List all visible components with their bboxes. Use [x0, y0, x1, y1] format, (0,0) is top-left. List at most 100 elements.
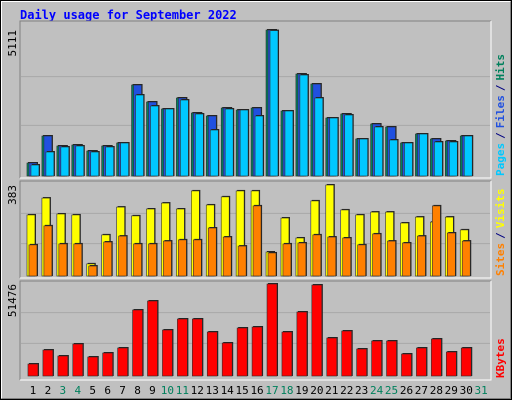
bar [434, 141, 443, 177]
bar [371, 340, 382, 377]
bar [178, 239, 187, 277]
x-tick-label: 8 [134, 384, 141, 397]
bar [163, 240, 172, 277]
bar [207, 227, 217, 277]
legend: Pages / Files / Hits [494, 54, 507, 176]
bar [359, 138, 368, 177]
bar [446, 232, 456, 277]
bar [312, 234, 322, 277]
bar [239, 109, 249, 177]
panel-bevel-dark [19, 180, 491, 278]
legend-entry: Hits [494, 54, 507, 81]
bar [461, 240, 471, 277]
legend-separator: / [494, 84, 507, 91]
x-tick-label: 28 [430, 384, 443, 397]
bar [60, 146, 70, 177]
bar [282, 243, 292, 277]
bar [165, 108, 174, 177]
x-tick-label: 11 [176, 384, 189, 397]
x-tick-label: 15 [236, 384, 249, 397]
bar [206, 331, 218, 377]
y-tick-label: 5111 [6, 30, 19, 57]
x-tick-label: 16 [250, 384, 263, 397]
bar [118, 235, 127, 277]
bar [254, 115, 264, 177]
bar [416, 347, 427, 377]
bar [103, 241, 112, 277]
bar [193, 239, 202, 277]
bar [42, 349, 54, 377]
y-tick-label: 383 [6, 185, 19, 205]
bar [120, 142, 129, 177]
x-tick-label: 25 [385, 384, 398, 397]
bar [329, 117, 339, 177]
x-tick-label: 31 [475, 384, 488, 397]
panel-bevel-dark [19, 20, 491, 178]
legend-entry: Sites [494, 243, 507, 276]
bar [221, 342, 233, 377]
legend-entry: KBytes [494, 338, 507, 378]
x-tick-label: 13 [206, 384, 219, 397]
bar [209, 129, 219, 177]
x-tick-label: 5 [89, 384, 96, 397]
x-tick-label: 3 [60, 384, 67, 397]
x-tick-label: 24 [370, 384, 384, 397]
x-tick-label: 30 [460, 384, 473, 397]
x-tick-label: 26 [400, 384, 413, 397]
bar [341, 330, 353, 377]
bar [297, 242, 307, 277]
bar [281, 331, 293, 377]
bar [327, 236, 337, 277]
bar [314, 97, 324, 177]
bar [374, 126, 383, 177]
bar [30, 164, 40, 177]
panel-bevel-light [20, 281, 492, 381]
bar [177, 318, 188, 377]
x-tick-label: 17 [265, 384, 278, 397]
bar [284, 110, 294, 177]
legend-separator: / [494, 132, 507, 139]
x-tick-label: 12 [191, 384, 204, 397]
bar [57, 355, 69, 377]
legend-separator: / [494, 232, 507, 239]
x-tick-label: 2 [45, 384, 52, 397]
x-tick-label: 4 [74, 384, 81, 397]
bar [162, 329, 173, 377]
bar [90, 151, 100, 177]
legend-entry: Pages [494, 143, 507, 176]
bar [133, 243, 142, 277]
x-tick-label: 7 [119, 384, 126, 397]
bar [417, 235, 426, 277]
x-tick-label: 14 [221, 384, 235, 397]
bar [251, 326, 263, 377]
bar [401, 353, 412, 377]
bar [72, 343, 84, 377]
bar [147, 300, 158, 377]
bar [463, 135, 473, 177]
bar [87, 356, 99, 377]
bar [88, 265, 98, 277]
panel-bevel-light [20, 21, 492, 179]
bar [75, 145, 85, 177]
x-tick-label: 20 [310, 384, 323, 397]
bar [192, 318, 203, 377]
bar [404, 142, 413, 177]
x-tick-label: 19 [295, 384, 308, 397]
bar [222, 236, 232, 277]
x-tick-label: 18 [280, 384, 293, 397]
bar [326, 337, 338, 377]
bar [431, 338, 442, 377]
x-tick-label: 29 [445, 384, 458, 397]
bar [448, 141, 458, 177]
bar [252, 205, 262, 277]
x-tick-label: 6 [104, 384, 111, 397]
bar [195, 113, 204, 177]
bar [148, 243, 157, 277]
x-tick-label: 23 [355, 384, 368, 397]
bar [269, 30, 279, 177]
panel-bevel-dark [19, 280, 491, 380]
x-tick-label: 27 [415, 384, 428, 397]
bar [135, 94, 144, 177]
bar [432, 205, 441, 277]
